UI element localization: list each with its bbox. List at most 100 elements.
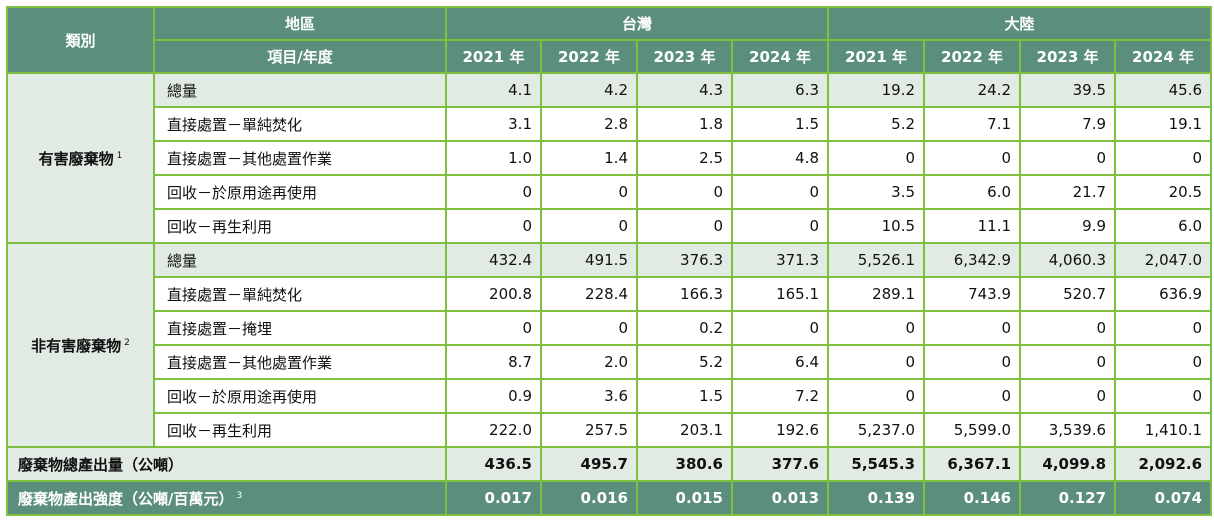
non-hazardous-category-label: 非有害廢棄物 [31, 336, 122, 355]
value-cell: 1.8 [636, 106, 733, 142]
table-row: 回收－再生利用 0 0 0 0 10.5 11.1 9.9 6.0 [7, 208, 1213, 244]
value-cell: 6.0 [923, 174, 1022, 210]
value-cell: 0 [540, 310, 638, 346]
value-cell: 743.9 [923, 276, 1022, 312]
value-cell: 0 [636, 174, 733, 210]
table-row: 回收－再生利用 222.0 257.5 203.1 192.6 5,237.0 5,599.… [7, 412, 1213, 448]
table-body: 有害廢棄物 1 總量 4.1 4.2 4.3 6.3 19.2 24.2 39.5 45.6 直接處置… [6, 72, 1213, 516]
row-item-label: 直接處置－單純焚化 [153, 106, 447, 142]
footnote-marker: 2 [124, 337, 130, 348]
total-value-cell: 436.5 [445, 446, 542, 482]
region-mainland: 大陸 [827, 6, 1213, 41]
value-cell: 0 [923, 140, 1022, 176]
value-cell: 0 [827, 140, 926, 176]
value-cell: 166.3 [636, 276, 733, 312]
year-header: 2021 年 [827, 39, 926, 74]
year-header: 2022 年 [923, 39, 1022, 74]
item-year-header: 項目/年度 [153, 39, 447, 74]
value-cell: 0 [827, 344, 926, 380]
year-header: 2024 年 [1114, 39, 1213, 74]
value-cell: 491.5 [540, 242, 638, 278]
value-cell: 0 [1114, 310, 1213, 346]
intensity-value-cell: 0.074 [1114, 480, 1213, 516]
value-cell: 636.9 [1114, 276, 1213, 312]
value-cell: 0 [730, 310, 830, 346]
value-cell: 0.2 [636, 310, 733, 346]
intensity-value-cell: 0.139 [827, 480, 926, 516]
value-cell: 0 [445, 174, 542, 210]
year-header: 2023 年 [636, 39, 733, 74]
value-cell: 19.1 [1114, 106, 1213, 142]
value-cell: 371.3 [730, 242, 830, 278]
value-cell: 200.8 [445, 276, 542, 312]
table-row: 直接處置－單純焚化 3.1 2.8 1.8 1.5 5.2 7.1 7.9 19.1 [7, 106, 1213, 142]
value-cell: 0 [445, 310, 542, 346]
footnote-marker: 1 [116, 150, 123, 161]
row-item-label: 直接處置－單純焚化 [153, 276, 447, 312]
value-cell: 5,526.1 [827, 242, 926, 278]
value-cell: 3.5 [827, 174, 926, 210]
value-cell: 39.5 [1019, 72, 1117, 108]
value-cell: 0 [827, 310, 926, 346]
value-cell: 1.4 [540, 140, 638, 176]
year-header: 2021 年 [445, 39, 542, 74]
non-hazardous-category: 非有害廢棄物 2 [6, 242, 155, 448]
total-row: 廢棄物總產出量（公噸） 436.5 495.7 380.6 377.6 5,545.3 6,… [6, 446, 1213, 482]
value-cell: 19.2 [827, 72, 926, 108]
value-cell: 192.6 [730, 412, 830, 448]
header-row-years: 項目/年度 2021 年 2022 年 2023 年 2024 年 2021 年… [7, 39, 1213, 74]
value-cell: 1.5 [730, 106, 830, 142]
region-header: 地區 [153, 6, 447, 41]
total-value-cell: 2,092.6 [1114, 446, 1213, 482]
value-cell: 20.5 [1114, 174, 1213, 210]
value-cell: 6,342.9 [923, 242, 1022, 278]
row-item-label: 回收－再生利用 [153, 412, 447, 448]
value-cell: 6.0 [1114, 208, 1213, 244]
value-cell: 4.8 [730, 140, 830, 176]
value-cell: 9.9 [1019, 208, 1117, 244]
row-item-label: 回收－再生利用 [153, 208, 447, 244]
value-cell: 289.1 [827, 276, 926, 312]
value-cell: 0 [445, 208, 542, 244]
value-cell: 0.9 [445, 378, 542, 414]
value-cell: 0 [636, 208, 733, 244]
intensity-row: 廢棄物產出強度（公噸/百萬元） 3 0.017 0.016 0.015 0.013 0.13… [6, 480, 1213, 516]
value-cell: 165.1 [730, 276, 830, 312]
value-cell: 0 [923, 344, 1022, 380]
value-cell: 45.6 [1114, 72, 1213, 108]
intensity-label: 廢棄物產出強度（公噸/百萬元） [18, 489, 234, 508]
value-cell: 5.2 [827, 106, 926, 142]
intensity-value-cell: 0.016 [540, 480, 638, 516]
value-cell: 4.2 [540, 72, 638, 108]
hazardous-category-label: 有害廢棄物 [38, 149, 114, 168]
value-cell: 3,539.6 [1019, 412, 1117, 448]
row-item-label: 回收－於原用途再使用 [153, 378, 447, 414]
value-cell: 0 [730, 208, 830, 244]
value-cell: 0 [1114, 344, 1213, 380]
total-value-cell: 6,367.1 [923, 446, 1022, 482]
value-cell: 10.5 [827, 208, 926, 244]
value-cell: 8.7 [445, 344, 542, 380]
value-cell: 203.1 [636, 412, 733, 448]
value-cell: 2,047.0 [1114, 242, 1213, 278]
value-cell: 257.5 [540, 412, 638, 448]
table-row: 非有害廢棄物 2 總量 432.4 491.5 376.3 371.3 5,526.1 6,34… [6, 242, 1213, 448]
row-item-label: 直接處置－其他處置作業 [153, 140, 447, 176]
value-cell: 228.4 [540, 276, 638, 312]
value-cell: 0 [1019, 344, 1117, 380]
value-cell: 5.2 [636, 344, 733, 380]
total-value-cell: 380.6 [636, 446, 733, 482]
value-cell: 4,060.3 [1019, 242, 1117, 278]
row-item-label: 直接處置－掩埋 [153, 310, 447, 346]
intensity-label-cell: 廢棄物產出強度（公噸/百萬元） 3 [6, 480, 447, 516]
footnote-marker: 3 [236, 490, 243, 501]
value-cell: 2.5 [636, 140, 733, 176]
value-cell: 4.1 [445, 72, 542, 108]
value-cell: 3.1 [445, 106, 542, 142]
waste-table: 類別 地區 台灣 大陸 項目/年度 2021 年 2022 年 2023 年 2… [6, 6, 1213, 516]
value-cell: 1.0 [445, 140, 542, 176]
value-cell: 2.8 [540, 106, 638, 142]
intensity-value-cell: 0.017 [445, 480, 542, 516]
total-value-cell: 5,545.3 [827, 446, 926, 482]
total-value-cell: 4,099.8 [1019, 446, 1117, 482]
